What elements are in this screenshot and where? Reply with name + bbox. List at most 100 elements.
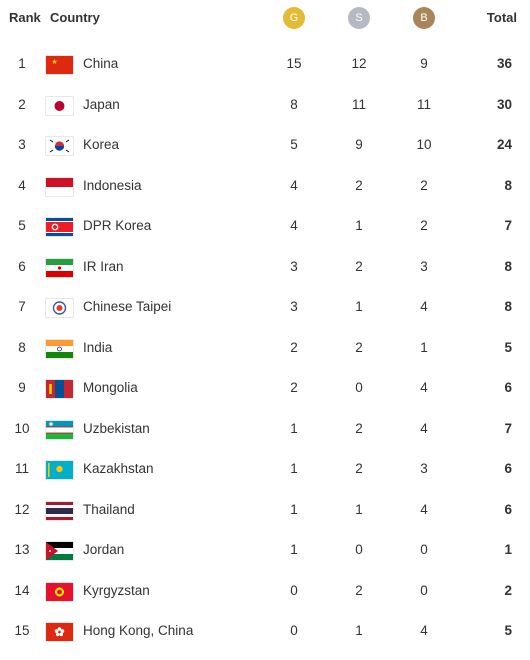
country-name[interactable]: Mongolia: [83, 380, 138, 395]
svg-text:★: ★: [52, 58, 58, 66]
rank-cell: 4: [18, 178, 26, 193]
gold-count: 4: [290, 178, 298, 193]
rank-cell: 5: [18, 218, 26, 233]
bronze-count: 0: [420, 583, 428, 598]
table-row[interactable]: 1 ★ China 15 12 9 36: [0, 45, 530, 85]
country-name[interactable]: Kazakhstan: [83, 461, 154, 476]
country-name[interactable]: Kyrgyzstan: [83, 583, 150, 598]
bronze-count: 9: [420, 56, 428, 71]
silver-count: 2: [355, 259, 363, 274]
silver-count: 1: [355, 218, 363, 233]
gold-count: 2: [290, 380, 298, 395]
table-row[interactable]: 8 India 2 2 1 5: [0, 329, 530, 369]
bronze-count: 2: [420, 178, 428, 193]
rank-cell: 15: [14, 623, 30, 638]
rank-cell: 12: [14, 502, 30, 517]
table-row[interactable]: 13 Jordan 1 0 0 1: [0, 531, 530, 571]
table-row[interactable]: 4 Indonesia 4 2 2 8: [0, 167, 530, 207]
country-name[interactable]: Thailand: [83, 502, 135, 517]
gold-count: 3: [290, 299, 298, 314]
gold-count: 1: [290, 502, 298, 517]
country-column-header[interactable]: Country: [50, 10, 100, 25]
silver-count: 1: [355, 502, 363, 517]
table-row[interactable]: 7 Chinese Taipei 3 1 4 8: [0, 288, 530, 328]
uzbekistan-flag-icon: [46, 421, 73, 439]
mongolia-flag-icon: [46, 380, 73, 398]
rank-cell: 10: [14, 421, 30, 436]
country-name[interactable]: Uzbekistan: [83, 421, 150, 436]
bronze-count: 4: [420, 299, 428, 314]
bronze-count: 10: [416, 137, 432, 152]
rank-column-header[interactable]: Rank: [9, 10, 41, 25]
country-name[interactable]: Jordan: [83, 542, 125, 557]
rank-cell: 7: [18, 299, 26, 314]
country-name[interactable]: DPR Korea: [83, 218, 152, 233]
bronze-medal-icon[interactable]: B: [413, 7, 435, 29]
thailand-flag-icon: [46, 502, 73, 520]
silver-count: 0: [355, 542, 363, 557]
gold-count: 1: [290, 542, 298, 557]
total-count: 8: [504, 299, 512, 314]
rank-cell: 8: [18, 340, 26, 355]
total-count: 7: [504, 421, 512, 436]
country-name[interactable]: India: [83, 340, 113, 355]
silver-count: 2: [355, 178, 363, 193]
indonesia-flag-icon: [46, 178, 73, 196]
total-count: 30: [496, 97, 512, 112]
table-row[interactable]: 14 Kyrgyzstan 0 2 0 2: [0, 572, 530, 612]
total-count: 8: [504, 178, 512, 193]
kyrgyzstan-flag-icon: [46, 583, 73, 601]
table-row[interactable]: 2 Japan 8 11 11 30: [0, 86, 530, 126]
rank-cell: 6: [18, 259, 26, 274]
country-name[interactable]: Korea: [83, 137, 120, 152]
silver-count: 9: [355, 137, 363, 152]
gold-count: 4: [290, 218, 298, 233]
kazakhstan-flag-icon: [46, 461, 73, 479]
total-count: 8: [504, 259, 512, 274]
rank-cell: 11: [14, 461, 29, 476]
korea-flag-icon: [46, 137, 73, 155]
iran-flag-icon: [46, 259, 73, 277]
silver-count: 2: [355, 340, 363, 355]
silver-count: 2: [355, 583, 363, 598]
bronze-count: 3: [420, 461, 428, 476]
total-count: 5: [504, 340, 512, 355]
country-name[interactable]: Hong Kong, China: [83, 623, 194, 638]
table-row[interactable]: 3 Korea 5 9 10 24: [0, 126, 530, 166]
table-row[interactable]: 10 Uzbekistan 1 2 4 7: [0, 410, 530, 450]
gold-count: 1: [290, 421, 298, 436]
gold-count: 2: [290, 340, 298, 355]
gold-medal-icon[interactable]: G: [283, 7, 305, 29]
country-name[interactable]: Indonesia: [83, 178, 142, 193]
hong-kong-flag-icon: [46, 623, 73, 641]
bronze-count: 4: [420, 421, 428, 436]
country-name[interactable]: Japan: [83, 97, 120, 112]
bronze-count: 3: [420, 259, 428, 274]
total-count: 1: [504, 542, 512, 557]
country-name[interactable]: Chinese Taipei: [83, 299, 172, 314]
country-name[interactable]: China: [83, 56, 119, 71]
silver-medal-icon[interactable]: S: [348, 7, 370, 29]
jordan-flag-icon: [46, 542, 73, 560]
table-row[interactable]: 9 Mongolia 2 0 4 6: [0, 369, 530, 409]
bronze-count: 4: [420, 502, 428, 517]
table-row[interactable]: 5 DPR Korea 4 1 2 7: [0, 207, 530, 247]
bronze-count: 11: [416, 97, 431, 112]
table-row[interactable]: 11 Kazakhstan 1 2 3 6: [0, 450, 530, 490]
total-column-header[interactable]: Total: [486, 10, 517, 25]
table-row[interactable]: 15 Hong Kong, China 0 1 4 5: [0, 612, 530, 652]
rank-cell: 3: [18, 137, 26, 152]
total-count: 6: [504, 502, 512, 517]
table-header: Rank Country G S B Total: [0, 0, 530, 36]
table-row[interactable]: 12 Thailand 1 1 4 6: [0, 491, 530, 531]
rank-cell: 14: [14, 583, 30, 598]
total-count: 36: [496, 56, 512, 71]
table-row[interactable]: 6 IR Iran 3 2 3 8: [0, 248, 530, 288]
rank-cell: 13: [14, 542, 30, 557]
total-count: 6: [504, 461, 512, 476]
total-count: 5: [504, 623, 512, 638]
bronze-count: 2: [420, 218, 428, 233]
gold-count: 0: [290, 583, 298, 598]
country-name[interactable]: IR Iran: [83, 259, 124, 274]
